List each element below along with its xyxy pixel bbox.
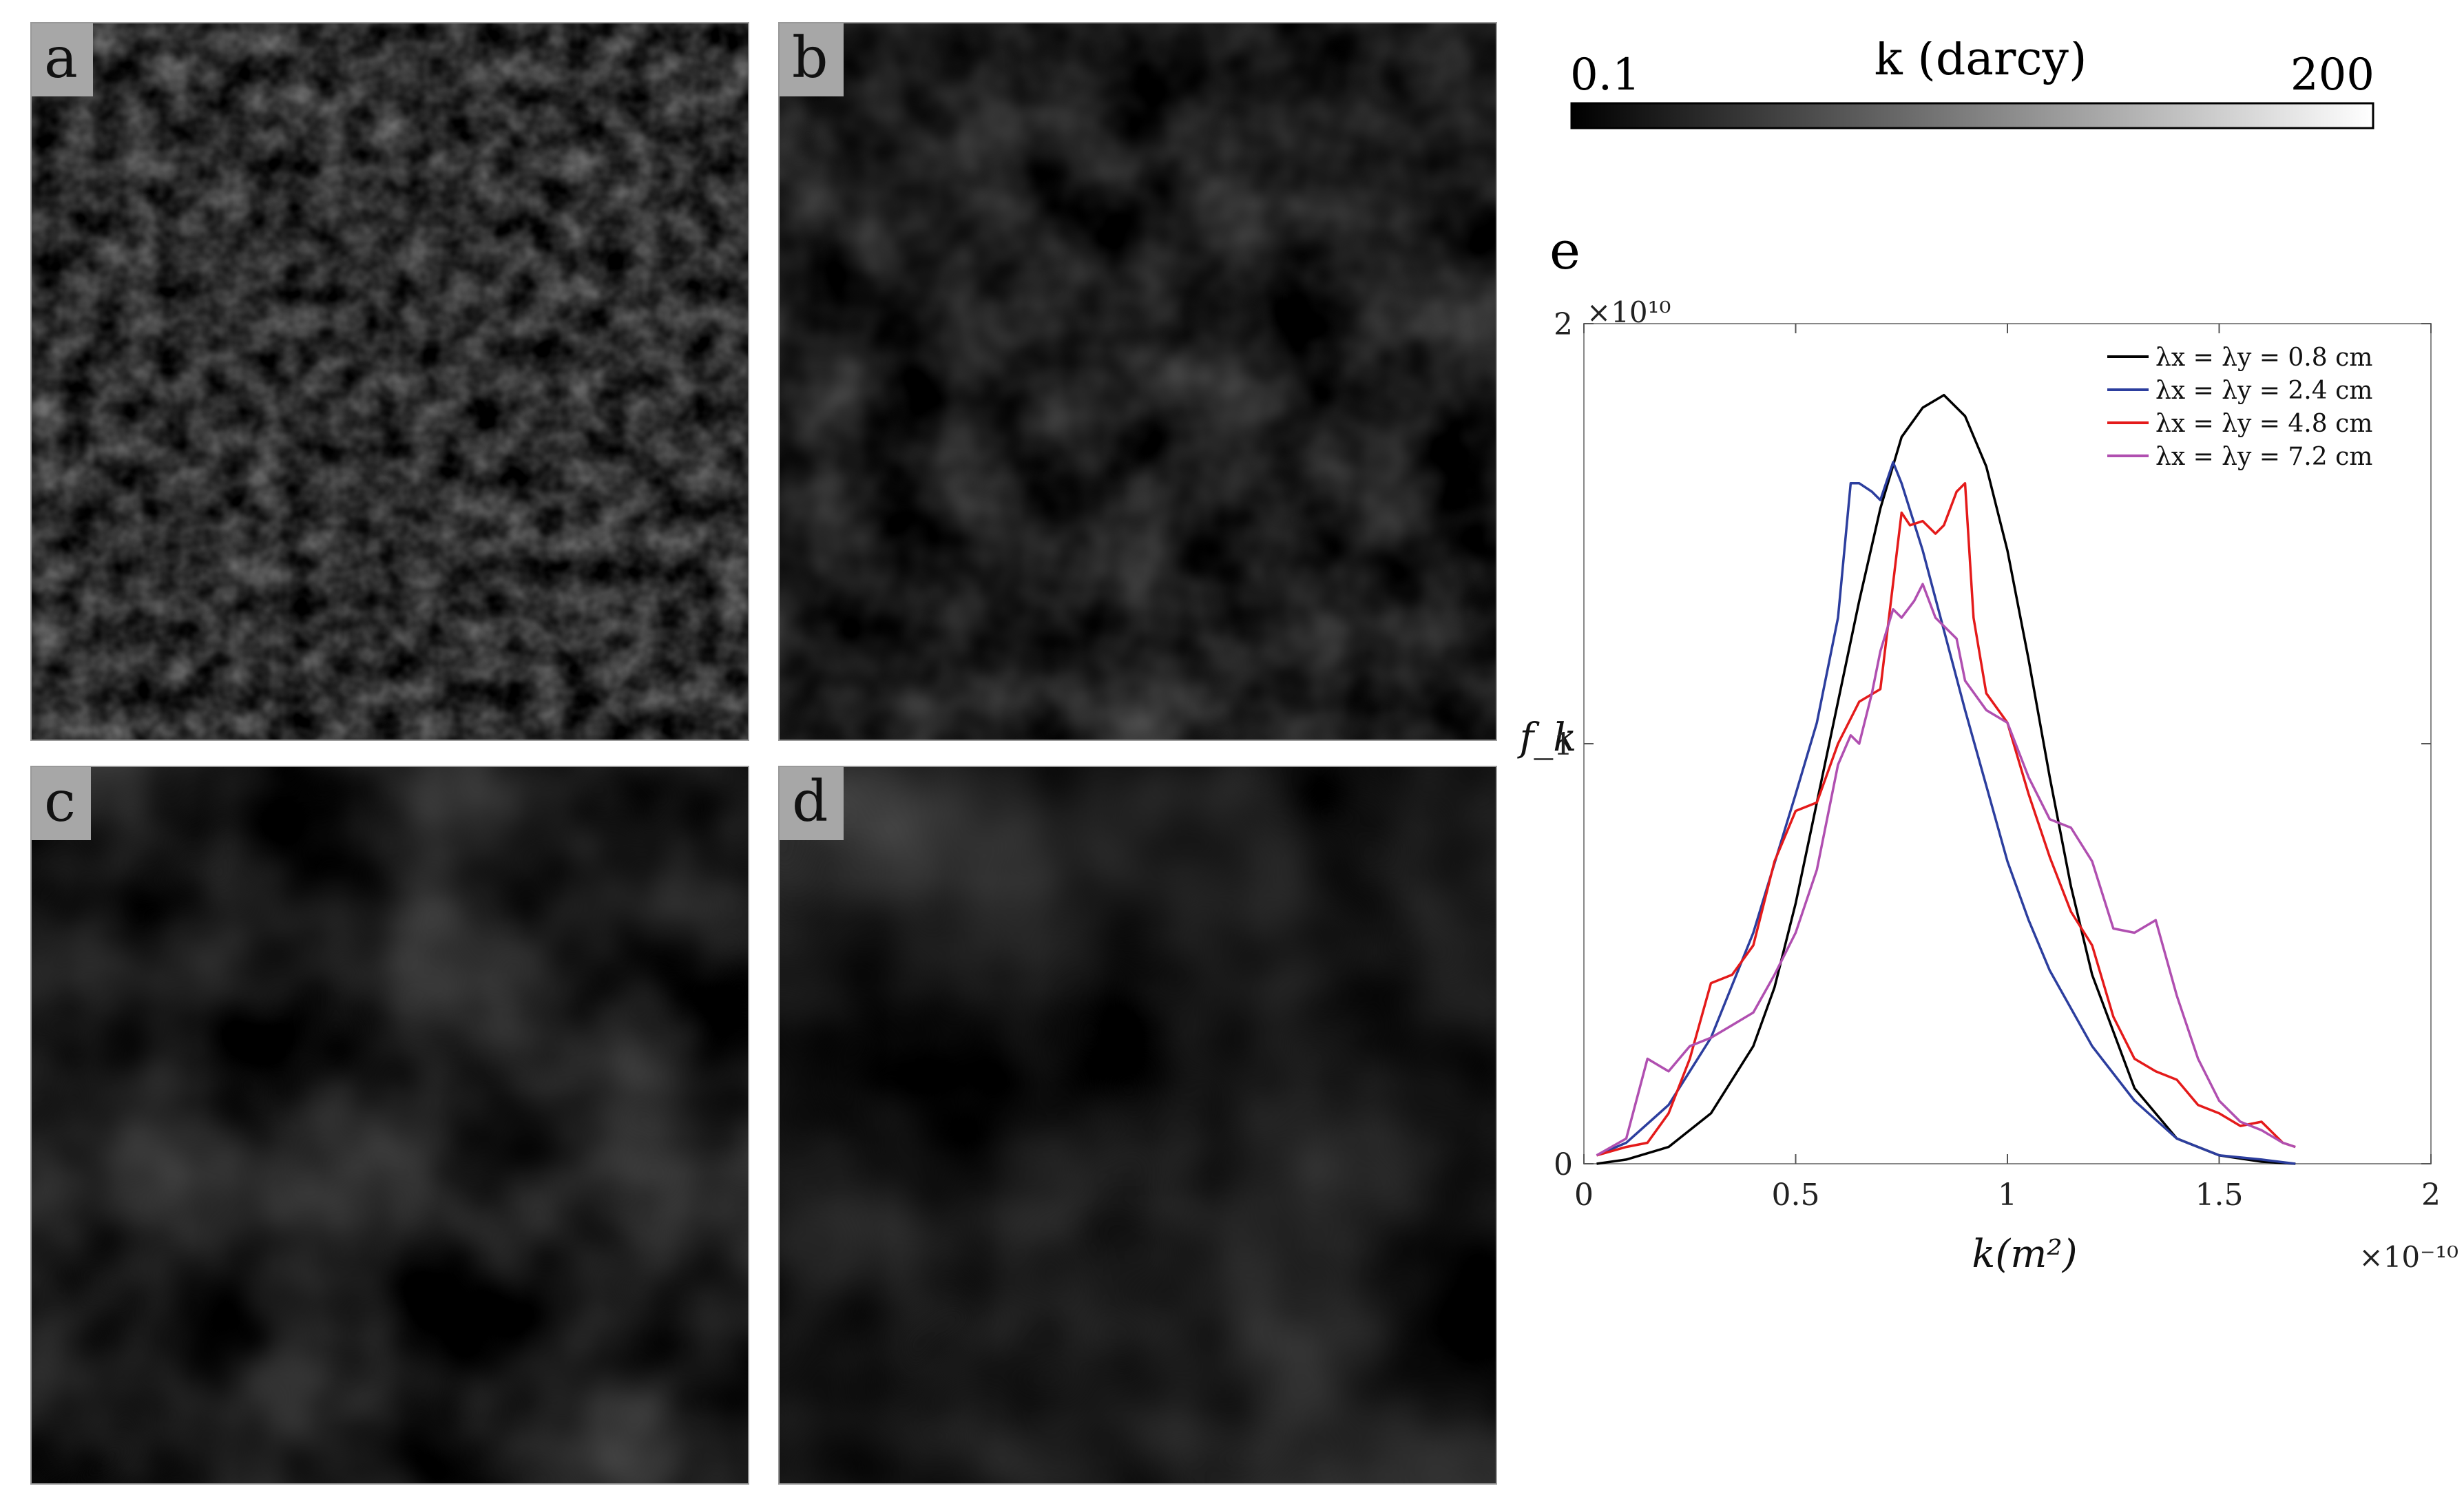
colorbar: 0.1 k (darcy) 200: [1570, 32, 2383, 138]
permeability-field-c: c: [30, 766, 749, 1485]
panel-label-e: e: [1549, 220, 1580, 281]
x-tick-label: 0.5: [1772, 1178, 1820, 1213]
legend-label-1: λx = λy = 0.8 cm: [2155, 344, 2372, 372]
panel-label-a: a: [32, 23, 93, 96]
series-line-3: [1596, 482, 2296, 1157]
colorbar-gradient: [1570, 102, 2374, 129]
panel-label-d: d: [780, 767, 844, 840]
permeability-field-a: a: [30, 22, 749, 741]
x-tick-label: 1: [1998, 1178, 2017, 1213]
field-image-d: [780, 767, 1496, 1483]
colorbar-max-label: 200: [2290, 50, 2374, 101]
x-multiplier: ×10⁻¹⁰: [2359, 1240, 2458, 1274]
series-line-4: [1596, 583, 2296, 1157]
permeability-field-b: b: [778, 22, 1497, 741]
permeability-field-d: d: [778, 766, 1497, 1485]
legend-label-3: λx = λy = 4.8 cm: [2155, 410, 2372, 438]
y-tick-label: 0: [1554, 1147, 1573, 1182]
field-image-c: [32, 767, 748, 1483]
series-line-2: [1596, 461, 2296, 1165]
y-tick-label: 2: [1554, 307, 1573, 342]
legend-label-4: λx = λy = 7.2 cm: [2155, 443, 2372, 471]
x-axis-label: k(m²): [1972, 1232, 2077, 1277]
field-image-b: [780, 23, 1496, 740]
colorbar-min-label: 0.1: [1570, 50, 1640, 101]
x-tick-label: 0: [1574, 1178, 1594, 1213]
legend-label-2: λx = λy = 2.4 cm: [2155, 377, 2372, 405]
panel-label-c: c: [32, 767, 91, 840]
colorbar-title: k (darcy): [1875, 41, 2087, 86]
pdf-chart: e ×10¹⁰ ×10⁻¹⁰ k(m²) f_k 0 0.5 1 1.5 2012λx …: [1517, 220, 2458, 1277]
y-tick-label: 1: [1554, 727, 1573, 762]
x-tick-label: 2: [2421, 1178, 2441, 1213]
y-axis-label: f_k: [1517, 715, 1577, 760]
series-line-1: [1596, 393, 2296, 1165]
x-tick-label: 1.5: [2195, 1178, 2244, 1213]
panel-label-b: b: [780, 23, 844, 96]
plot-area: 0 0.5 1 1.5 2 0 1 2 λx = λy = 0.8 cm λx = λy = 2.…: [1554, 307, 2441, 1213]
field-image-a: [32, 23, 748, 740]
